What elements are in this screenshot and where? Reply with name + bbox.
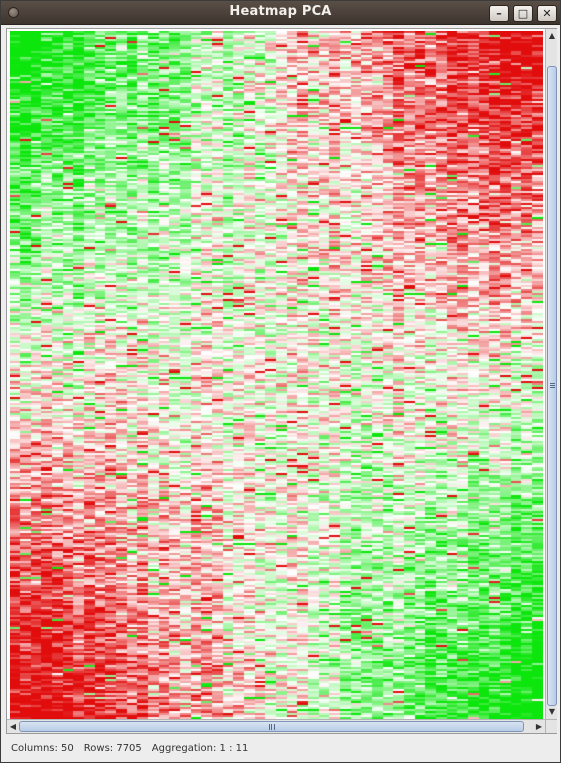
window-title: Heatmap PCA (229, 4, 332, 19)
scrollbar-corner (545, 719, 557, 733)
status-bar: Columns: 50 Rows: 7705 Aggregation: 1 : … (6, 738, 557, 758)
scroll-left-arrow-icon[interactable]: ◀ (9, 722, 17, 731)
scroll-right-arrow-icon[interactable]: ▶ (535, 722, 543, 731)
title-bar[interactable]: Heatmap PCA – □ ✕ (1, 1, 560, 25)
status-rows: Rows: 7705 (83, 742, 142, 754)
minimize-button[interactable]: – (489, 5, 509, 22)
scroll-up-arrow-icon[interactable]: ▲ (548, 31, 556, 40)
grip-icon (268, 724, 275, 730)
close-button[interactable]: ✕ (537, 5, 557, 22)
scroll-down-arrow-icon[interactable]: ▼ (548, 707, 556, 716)
window-menu-icon[interactable] (8, 7, 19, 18)
status-columns: Columns: 50 (11, 742, 74, 754)
vertical-scrollbar[interactable]: ▲ ▼ (545, 29, 557, 719)
status-aggregation: Aggregation: 1 : 11 (151, 742, 249, 754)
vertical-scroll-thumb[interactable] (547, 66, 557, 706)
grip-icon (550, 383, 555, 388)
horizontal-scroll-thumb[interactable] (19, 721, 524, 732)
heatmap-scroll-pane: ▲ ▼ ◀ ▶ (6, 28, 557, 734)
maximize-button[interactable]: □ (513, 5, 533, 22)
heatmap-canvas[interactable] (10, 31, 543, 719)
horizontal-scrollbar[interactable]: ◀ ▶ (7, 719, 545, 733)
